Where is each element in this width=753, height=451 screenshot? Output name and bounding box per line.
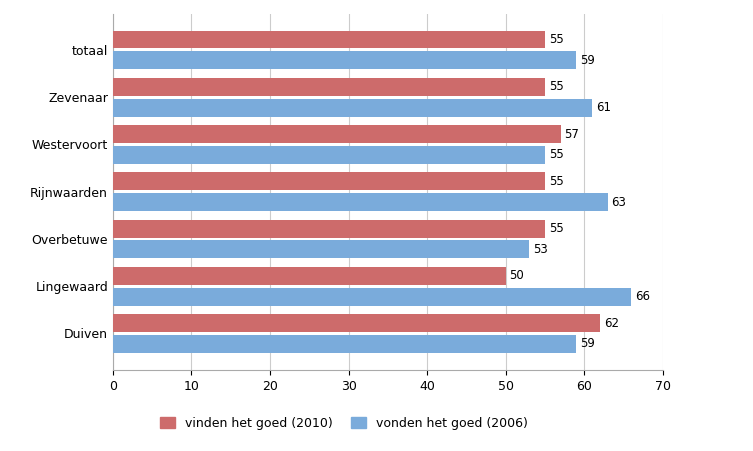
Text: 55: 55: [549, 222, 563, 235]
Bar: [113, 31, 545, 49]
Text: 59: 59: [580, 54, 595, 67]
Bar: [113, 240, 529, 258]
Text: 55: 55: [549, 80, 563, 93]
Bar: [113, 99, 592, 116]
Bar: [113, 193, 608, 211]
Text: 62: 62: [604, 317, 619, 330]
Text: 59: 59: [580, 337, 595, 350]
Text: 55: 55: [549, 33, 563, 46]
Text: 53: 53: [533, 243, 548, 256]
Text: 50: 50: [510, 269, 524, 282]
Bar: [113, 146, 545, 164]
Text: 55: 55: [549, 148, 563, 161]
Text: 55: 55: [549, 175, 563, 188]
Bar: [113, 51, 576, 69]
Bar: [113, 220, 545, 238]
Bar: [113, 125, 560, 143]
Bar: [113, 314, 600, 332]
Bar: [113, 267, 505, 285]
Bar: [113, 78, 545, 96]
Text: 63: 63: [611, 196, 626, 208]
Bar: [113, 335, 576, 353]
Bar: [113, 288, 631, 306]
Text: 66: 66: [635, 290, 650, 303]
Text: 57: 57: [565, 128, 579, 141]
Bar: [113, 172, 545, 190]
Text: 61: 61: [596, 101, 611, 114]
Legend: vinden het goed (2010), vonden het goed (2006): vinden het goed (2010), vonden het goed …: [154, 412, 533, 435]
